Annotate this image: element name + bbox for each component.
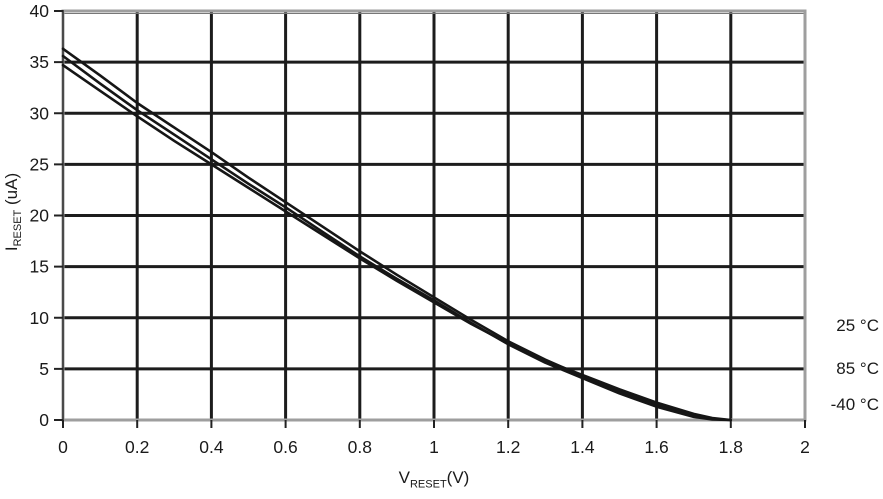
x-tick-label: 1.4 <box>570 437 595 457</box>
x-axis-title-sub: RESET <box>409 478 447 491</box>
y-axis-title: IRESET (uA) <box>2 173 24 251</box>
y-axis-title-rest: (uA) <box>1 172 21 210</box>
y-tick-label: 30 <box>30 103 50 123</box>
x-axis-title: VRESET(V) <box>399 468 470 490</box>
x-tick-label: 2 <box>800 437 810 457</box>
y-tick-label: 5 <box>39 359 49 379</box>
legend-item-minus40c: -40 °C <box>830 395 879 414</box>
x-tick-label: 0.8 <box>348 437 372 457</box>
y-tick-label: 20 <box>30 206 50 226</box>
x-tick-label: 1.6 <box>644 437 668 457</box>
y-tick-label: 0 <box>39 410 49 430</box>
y-tick-label: 10 <box>30 308 50 328</box>
x-tick-label: 0.6 <box>273 437 297 457</box>
legend-item-25c: 25 °C <box>836 316 879 335</box>
y-axis-title-base: I <box>1 246 21 252</box>
x-tick-label: 0 <box>58 437 68 457</box>
legend-item-85c: 85 °C <box>836 359 879 378</box>
x-axis-title-base: V <box>398 468 410 487</box>
x-tick-label: 1 <box>429 437 439 457</box>
x-tick-label: 1.2 <box>496 437 520 457</box>
x-tick-label: 0.4 <box>199 437 224 457</box>
y-tick-label: 25 <box>30 154 49 174</box>
x-tick-label: 0.2 <box>125 437 149 457</box>
curve-25-c <box>61 47 733 422</box>
curve-40-c <box>61 63 733 422</box>
y-tick-label: 35 <box>30 52 49 72</box>
y-tick-label: 40 <box>30 1 50 21</box>
x-axis-title-rest: (V) <box>446 468 470 487</box>
y-tick-label: 15 <box>30 257 49 277</box>
x-tick-label: 1.8 <box>719 437 743 457</box>
curve-85-c <box>61 54 733 422</box>
y-axis-title-sub: RESET <box>12 209 25 247</box>
